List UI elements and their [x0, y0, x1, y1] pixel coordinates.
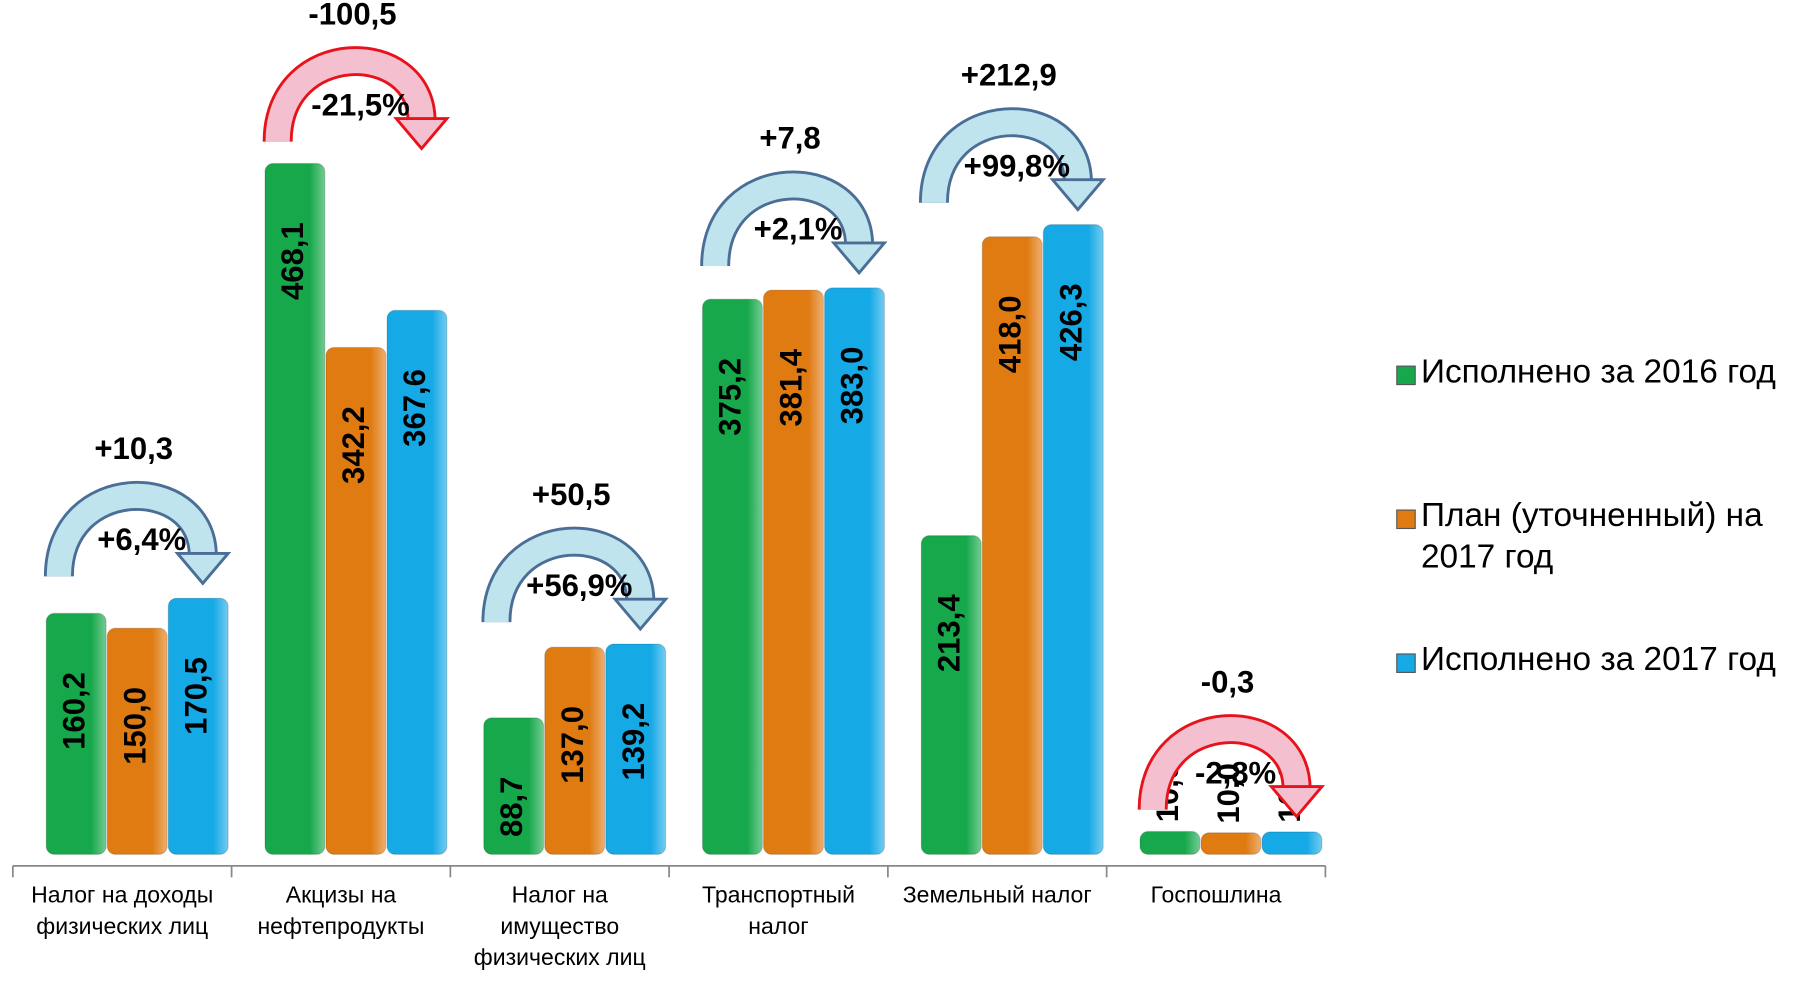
change-label: +50,5 [532, 477, 611, 512]
arrow-head [611, 597, 669, 632]
value-label: 375,2 [713, 358, 748, 436]
value-label: 383,0 [835, 347, 870, 425]
percent-label: +2,1% [754, 212, 843, 247]
bar [920, 535, 982, 855]
x-tick-label-box: Земельный налог [902, 883, 1092, 909]
change-label: -100,5 [308, 0, 396, 31]
value-label: 342,2 [336, 406, 371, 484]
arrow-head [1268, 785, 1326, 819]
value-label: 418,0 [992, 295, 1027, 373]
bar [1200, 832, 1262, 855]
arrow-body [46, 483, 215, 578]
legend-swatch [1396, 653, 1416, 673]
x-tick-label: Налог на имущество физических лиц [473, 883, 646, 971]
value-label: 170,5 [178, 657, 213, 735]
bar [45, 612, 107, 855]
bar [106, 627, 168, 855]
percent-label: -21,5% [311, 87, 409, 122]
legend-label: Исполнено за 2017 год [1420, 641, 1776, 679]
x-tick-label: Госпошлина [1150, 883, 1282, 909]
bar [1042, 223, 1104, 855]
bar [386, 309, 448, 855]
bar [1261, 831, 1323, 855]
arrow-body [1140, 717, 1309, 811]
arrow-head [830, 241, 888, 276]
x-tick-label-box: Госпошлина [1150, 883, 1282, 909]
legend-swatch [1396, 509, 1416, 530]
percent-label: -2,8% [1195, 755, 1276, 790]
legend-label-box: Исполнено за 2017 год [1420, 641, 1776, 679]
legend-label: План (уточненный) на 2017 год [1420, 497, 1763, 576]
percent-label: +99,8% [964, 148, 1070, 183]
bar [483, 717, 545, 855]
value-label: 137,0 [555, 706, 590, 784]
value-label: 160,2 [56, 672, 91, 750]
bar [544, 646, 606, 855]
value-label: 150,0 [117, 687, 152, 765]
legend-label-box: Исполнено за 2016 год [1420, 353, 1776, 391]
bar [762, 289, 824, 855]
arrow-head [393, 117, 451, 151]
arrow-body [265, 49, 434, 143]
bar [264, 162, 326, 855]
percent-label: +6,4% [97, 522, 186, 557]
x-tick-label-box: Налог на доходы физических лиц [31, 883, 214, 940]
value-label: 426,3 [1053, 283, 1088, 361]
value-label: 213,4 [931, 594, 966, 672]
x-tick-label-box: Акцизы на нефтепродукты [257, 883, 425, 940]
value-label: 139,2 [616, 703, 651, 781]
legend-label-box: План (уточненный) на 2017 год [1420, 497, 1763, 576]
arrow-head [174, 551, 232, 586]
x-tick-label-box: Транспортный налог [702, 883, 855, 940]
value-label: 10,0 [1211, 763, 1246, 823]
x-tick-label-box: Налог на имущество физических лиц [473, 883, 646, 971]
x-tick-label: Налог на доходы физических лиц [31, 883, 214, 940]
change-label: -0,3 [1201, 664, 1255, 699]
bar [325, 346, 387, 855]
bar [1139, 830, 1201, 855]
bar [167, 597, 229, 855]
arrow-head [1049, 178, 1107, 212]
change-label: +7,8 [759, 121, 820, 156]
x-tick-label: Транспортный налог [702, 883, 855, 940]
change-label: +212,9 [961, 57, 1057, 92]
x-tick-label: Земельный налог [902, 883, 1092, 909]
x-tick-label: Акцизы на нефтепродукты [257, 883, 425, 940]
arrow-body [484, 529, 653, 623]
value-label: 88,7 [494, 777, 529, 838]
arrow-body [703, 173, 872, 267]
value-label: 468,1 [275, 222, 310, 300]
percent-label: +56,9% [526, 568, 632, 603]
bar [823, 287, 886, 855]
legend-label: Исполнено за 2016 год [1420, 353, 1776, 391]
bar [981, 236, 1043, 855]
value-label: 381,4 [774, 348, 809, 426]
legend-swatch [1396, 365, 1416, 386]
change-label: +10,3 [94, 431, 173, 466]
bar [605, 643, 667, 855]
value-label: 367,6 [397, 369, 432, 447]
bar [701, 298, 763, 855]
arrow-body [921, 110, 1090, 204]
